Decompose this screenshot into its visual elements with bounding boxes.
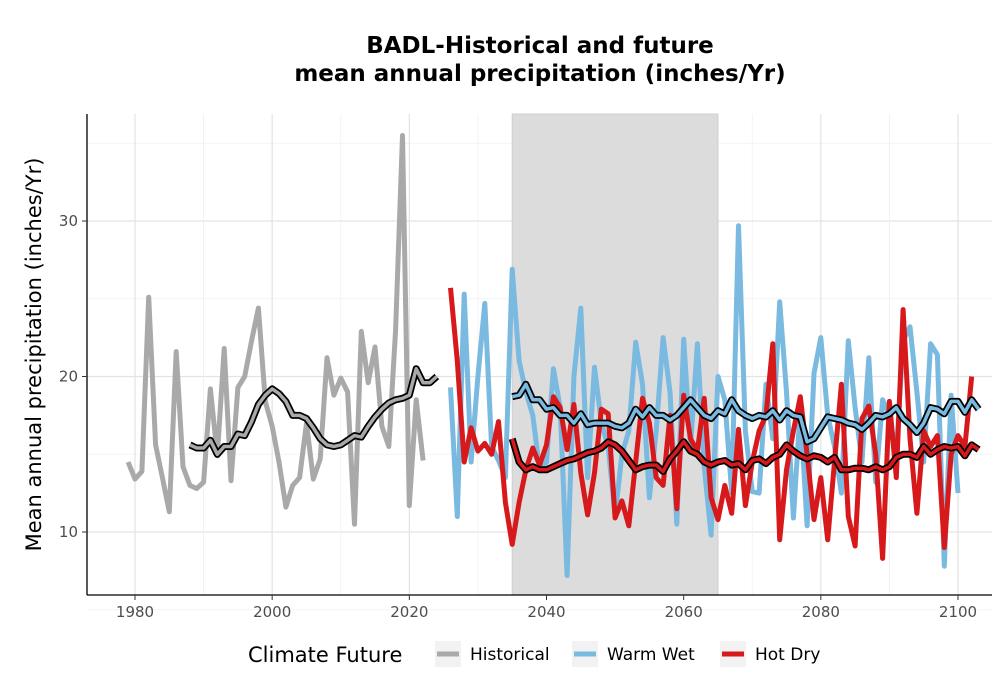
series-line-historical: [125, 133, 426, 527]
x-tick-label: 2020: [390, 603, 428, 621]
x-tick-label: 2000: [253, 603, 291, 621]
legend-label: Hot Dry: [755, 645, 820, 665]
x-tick-label: 2040: [527, 603, 565, 621]
y-axis-label: Mean annual precipitation (inches/Yr): [22, 158, 46, 552]
rolling-mean-line-historical: [189, 366, 438, 457]
rolling-mean-line-hot-dry: [510, 438, 980, 474]
title-line: BADL-Historical and future: [366, 33, 714, 59]
y-tick-label: 30: [59, 212, 78, 230]
x-tick-label: 2100: [939, 603, 977, 621]
axes: [86, 114, 992, 596]
series-lines: [125, 133, 982, 578]
legend-label: Historical: [470, 645, 550, 665]
legend: Climate Future Historical Warm Wet Hot Dry: [248, 641, 820, 667]
title-line: mean annual precipitation (inches/Yr): [294, 61, 785, 87]
y-tick-label: 10: [59, 523, 78, 541]
series-line-hot-dry: [448, 287, 975, 561]
tick-labels: 1980 2000 2020 2040 2060 2080 2100 10 20 30: [59, 212, 977, 621]
y-tick-label: 20: [59, 368, 78, 386]
rolling-mean-line-warm-wet: [511, 382, 981, 444]
legend-title: Climate Future: [248, 643, 402, 667]
x-tick-label: 1980: [116, 603, 154, 621]
x-tick-label: 2080: [802, 603, 840, 621]
x-tick-label: 2060: [665, 603, 703, 621]
legend-label: Warm Wet: [607, 645, 695, 665]
